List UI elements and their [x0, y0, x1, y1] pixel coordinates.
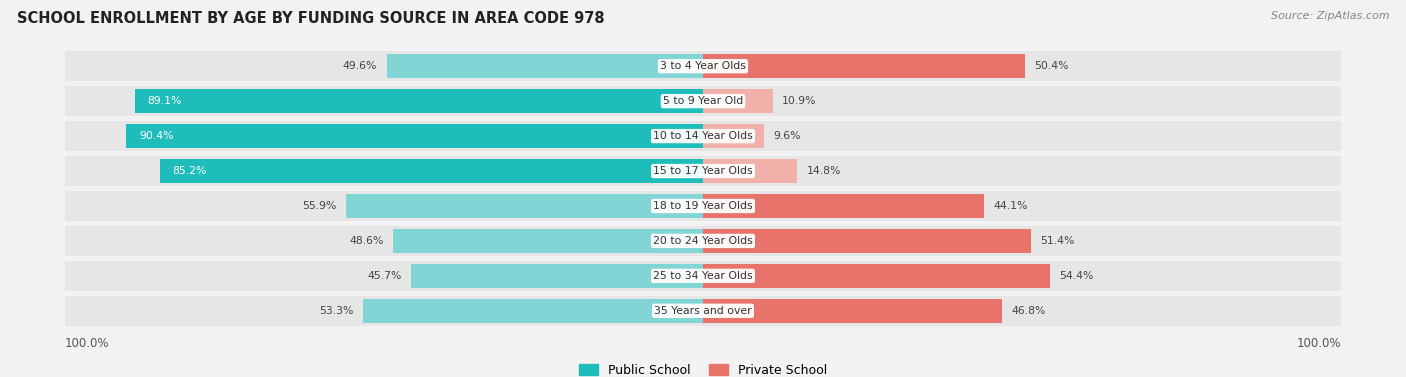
Bar	[346, 194, 703, 218]
Text: 35 Years and over: 35 Years and over	[654, 306, 752, 316]
Bar	[703, 89, 772, 113]
Bar	[703, 229, 1031, 253]
Text: 10.9%: 10.9%	[782, 96, 817, 106]
Bar	[703, 299, 1001, 323]
Text: 46.8%: 46.8%	[1011, 306, 1046, 316]
Bar	[703, 264, 1050, 288]
Text: 53.3%: 53.3%	[319, 306, 353, 316]
Bar	[65, 121, 1341, 151]
Text: 89.1%: 89.1%	[148, 96, 181, 106]
Bar	[703, 194, 984, 218]
Text: 49.6%: 49.6%	[343, 61, 377, 71]
Bar	[65, 51, 1341, 81]
Text: 3 to 4 Year Olds: 3 to 4 Year Olds	[659, 61, 747, 71]
Bar	[135, 89, 703, 113]
Bar	[65, 226, 1341, 256]
Bar	[65, 296, 1341, 326]
Text: 54.4%: 54.4%	[1060, 271, 1094, 281]
Bar	[65, 156, 1341, 186]
Text: 9.6%: 9.6%	[773, 131, 801, 141]
Text: 90.4%: 90.4%	[139, 131, 173, 141]
Bar	[65, 86, 1341, 116]
Text: 48.6%: 48.6%	[349, 236, 384, 246]
Bar	[363, 299, 703, 323]
Bar	[65, 191, 1341, 221]
Legend: Public School, Private School: Public School, Private School	[579, 364, 827, 377]
Text: 100.0%: 100.0%	[1296, 337, 1341, 350]
Text: 85.2%: 85.2%	[173, 166, 207, 176]
Text: 45.7%: 45.7%	[367, 271, 402, 281]
Bar	[392, 229, 703, 253]
Bar	[127, 124, 703, 148]
Text: 55.9%: 55.9%	[302, 201, 337, 211]
Bar	[703, 54, 1025, 78]
Bar	[703, 159, 797, 183]
Text: 50.4%: 50.4%	[1033, 61, 1069, 71]
Text: 14.8%: 14.8%	[807, 166, 841, 176]
Text: 25 to 34 Year Olds: 25 to 34 Year Olds	[654, 271, 752, 281]
Text: 100.0%: 100.0%	[65, 337, 110, 350]
Text: 18 to 19 Year Olds: 18 to 19 Year Olds	[654, 201, 752, 211]
Text: 15 to 17 Year Olds: 15 to 17 Year Olds	[654, 166, 752, 176]
Bar	[703, 124, 765, 148]
Bar	[159, 159, 703, 183]
Text: 10 to 14 Year Olds: 10 to 14 Year Olds	[654, 131, 752, 141]
Text: 44.1%: 44.1%	[994, 201, 1028, 211]
Text: 20 to 24 Year Olds: 20 to 24 Year Olds	[654, 236, 752, 246]
Text: 5 to 9 Year Old: 5 to 9 Year Old	[662, 96, 744, 106]
Bar	[387, 54, 703, 78]
Text: 51.4%: 51.4%	[1040, 236, 1074, 246]
Text: SCHOOL ENROLLMENT BY AGE BY FUNDING SOURCE IN AREA CODE 978: SCHOOL ENROLLMENT BY AGE BY FUNDING SOUR…	[17, 11, 605, 26]
Text: Source: ZipAtlas.com: Source: ZipAtlas.com	[1271, 11, 1389, 21]
Bar	[65, 261, 1341, 291]
Bar	[412, 264, 703, 288]
